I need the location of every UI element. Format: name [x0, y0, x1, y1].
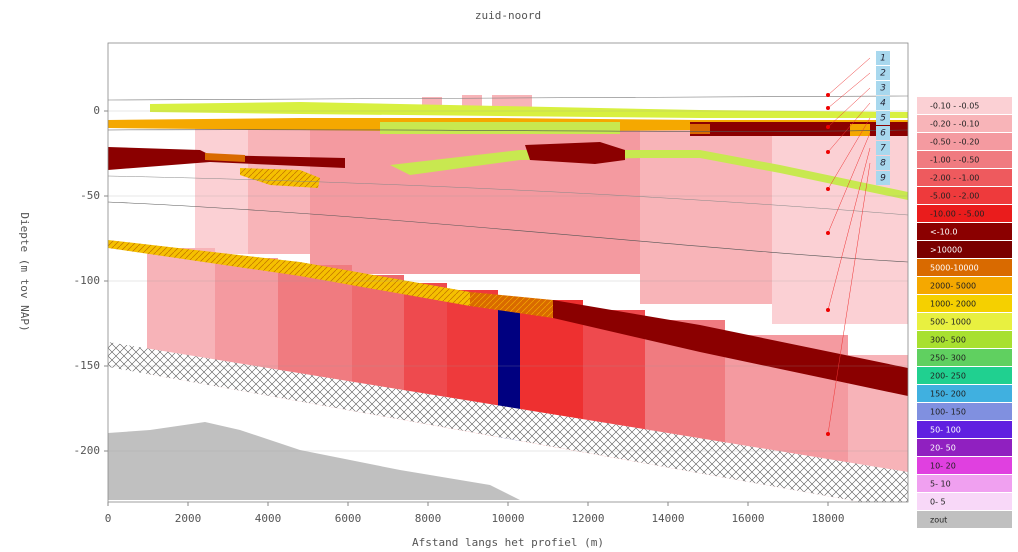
- legend-swatch: [917, 259, 1012, 276]
- legend-label: -1.00 - -0.50: [930, 156, 979, 165]
- legend-label: 5- 10: [930, 480, 951, 489]
- legend-swatch: [917, 241, 1012, 258]
- well-label: 3: [880, 84, 886, 94]
- legend-swatch: [917, 151, 1012, 168]
- legend-swatch: [917, 115, 1012, 132]
- legend-label: <-10.0: [930, 228, 957, 237]
- legend-label: 150- 200: [930, 390, 966, 399]
- legend-swatch: [917, 457, 1012, 474]
- legend-label: -0.50 - -0.20: [930, 138, 979, 147]
- well-label-box: [876, 141, 890, 155]
- legend-label: -0.10 - -0.05: [930, 102, 979, 111]
- y-tick-label: -100: [74, 274, 101, 287]
- legend-label: 5000-10000: [930, 264, 979, 273]
- legend-swatch: [917, 133, 1012, 150]
- well-label-box: [876, 126, 890, 140]
- y-tick-label: -50: [80, 189, 100, 202]
- x-tick-label: 12000: [571, 512, 604, 525]
- legend-swatch: [917, 349, 1012, 366]
- well-label: 1: [880, 54, 886, 64]
- legend-swatch: [917, 223, 1012, 240]
- legend-swatch: [917, 187, 1012, 204]
- y-tick-label: -200: [74, 444, 101, 457]
- legend-label: -5.00 - -2.00: [930, 192, 979, 201]
- well-label-box: [876, 66, 890, 80]
- chart-title: zuid-noord: [475, 9, 541, 22]
- legend-label: 200- 250: [930, 372, 966, 381]
- legend-label: 250- 300: [930, 354, 966, 363]
- legend-swatch: [917, 403, 1012, 420]
- well-label: 7: [880, 144, 886, 154]
- well-label: 2: [880, 69, 886, 79]
- legend-swatch: [917, 385, 1012, 402]
- well-label-box: [876, 156, 890, 170]
- legend-swatch: [917, 439, 1012, 456]
- legend-label: >10000: [930, 246, 962, 255]
- well-label-box: [876, 171, 890, 185]
- legend-swatch: [917, 421, 1012, 438]
- well-label: 4: [880, 99, 886, 109]
- legend-swatch: [917, 169, 1012, 186]
- x-axis-label: Afstand langs het profiel (m): [412, 536, 604, 549]
- x-tick-label: 18000: [811, 512, 844, 525]
- legend-label: -2.00 - -1.00: [930, 174, 979, 183]
- legend-swatch: [917, 493, 1012, 510]
- legend-label: -0.20 - -0.10: [930, 120, 979, 129]
- legend-swatch: [917, 277, 1012, 294]
- well-label: 5: [880, 114, 886, 124]
- well-label-box: [876, 81, 890, 95]
- legend-label: 20- 50: [930, 444, 956, 453]
- x-tick-label: 14000: [651, 512, 684, 525]
- x-tick-label: 2000: [175, 512, 202, 525]
- x-tick-label: 4000: [255, 512, 282, 525]
- y-tick-label: -150: [74, 359, 101, 372]
- legend-label: 10- 20: [930, 462, 956, 471]
- y-tick-label: 0: [93, 104, 100, 117]
- legend-label: 50- 100: [930, 426, 961, 435]
- legend-swatch: [917, 475, 1012, 492]
- well-label: 8: [880, 159, 886, 169]
- legend-label: 1000- 2000: [930, 300, 976, 309]
- x-tick-label: 16000: [731, 512, 764, 525]
- well-label-box: [876, 96, 890, 110]
- x-tick-label: 8000: [415, 512, 442, 525]
- legend-swatch: [917, 97, 1012, 114]
- legend-swatch: [917, 331, 1012, 348]
- section-layers: [107, 57, 909, 502]
- legend-swatch: [917, 367, 1012, 384]
- legend-label: 500- 1000: [930, 318, 971, 327]
- x-tick-label: 0: [105, 512, 112, 525]
- well-label-box: [876, 111, 890, 125]
- legend-swatch: [917, 205, 1012, 222]
- well-label: 9: [880, 174, 886, 184]
- legend-label: -10.00 - -5.00: [930, 210, 984, 219]
- legend-swatch: [917, 313, 1012, 330]
- legend-label: 300- 500: [930, 336, 966, 345]
- well-label-box: [876, 51, 890, 65]
- legend-label: zout: [930, 516, 947, 525]
- well-label: 6: [880, 129, 886, 139]
- y-axis-label: Diepte (m tov NAP): [18, 212, 31, 331]
- legend-swatch: [917, 295, 1012, 312]
- x-tick-label: 6000: [335, 512, 362, 525]
- x-tick-label: 10000: [491, 512, 524, 525]
- legend-label: 2000- 5000: [930, 282, 976, 291]
- legend-label: 0- 5: [930, 498, 946, 507]
- legend-swatch: [917, 511, 1012, 528]
- legend-label: 100- 150: [930, 408, 966, 417]
